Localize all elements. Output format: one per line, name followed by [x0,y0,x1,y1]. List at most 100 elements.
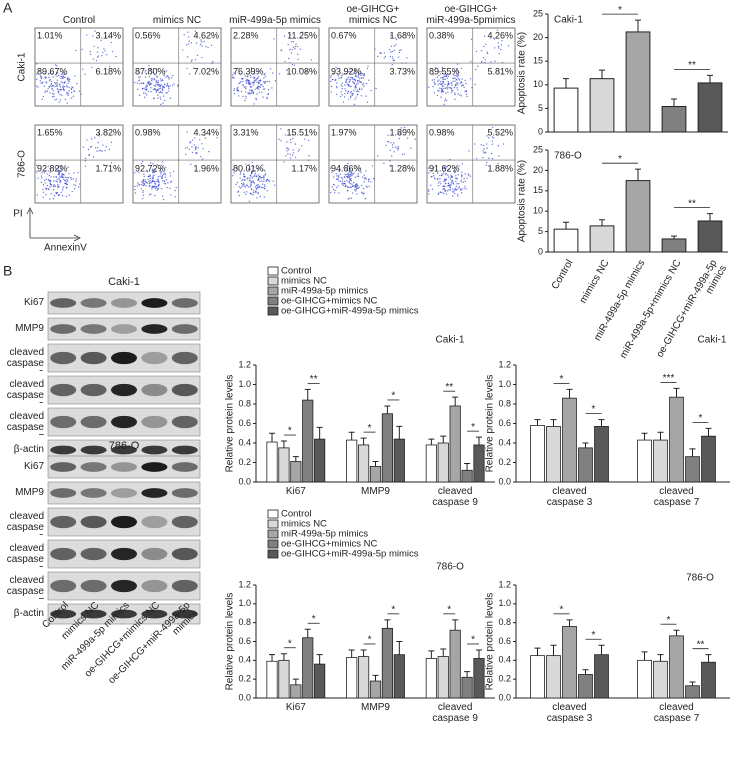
event-dot [260,176,263,179]
event-dot [84,160,87,162]
event-dot [257,71,260,73]
event-dot [497,41,499,44]
event-dot [161,176,164,179]
event-dot [442,170,445,172]
bar [437,442,449,483]
event-dot [497,145,500,147]
event-dot [347,175,350,177]
event-dot [187,43,190,45]
event-dot [432,73,435,76]
event-dot [257,178,260,181]
event-dot [383,52,386,54]
event-dot [253,170,255,172]
event-dot [187,31,189,33]
event-dot [247,168,250,170]
quadrant-value: 15.51% [286,127,317,137]
event-dot [350,186,353,188]
event-dot [261,91,263,93]
event-dot [250,92,252,95]
event-dot [330,91,333,93]
event-dot [242,84,244,86]
event-dot [445,87,447,89]
event-dot [156,75,158,77]
event-dot [347,84,350,86]
event-dot [336,82,338,84]
significance-label: * [471,635,475,646]
event-dot [280,128,282,130]
legend-label: miR-499a-5p mimics [281,529,368,540]
event-dot [349,79,352,81]
event-dot [440,91,443,93]
significance-label: * [391,604,395,615]
event-dot [55,72,58,74]
event-dot [253,80,255,83]
event-dot [350,180,353,182]
legend-swatch [267,296,279,306]
event-dot [366,101,369,104]
event-dot [460,95,463,97]
error-bar [673,387,680,398]
error-bar [563,221,569,230]
blot-band [171,515,198,529]
event-dot [101,150,103,152]
y-tick-label: 5 [538,226,543,236]
error-bar [566,388,573,399]
event-dot [454,83,457,86]
event-dot [203,134,206,136]
bar [393,438,405,483]
event-dot [352,173,354,176]
event-dot [42,196,44,198]
event-dot [451,82,453,84]
event-dot [442,81,445,84]
event-dot [45,188,48,190]
y-tick-label: 10 [533,206,543,216]
event-dot [357,82,359,84]
event-dot [56,178,58,181]
error-bar [440,648,447,657]
event-dot [208,150,210,153]
event-dot [153,97,155,99]
event-dot [245,163,247,165]
event-dot [65,183,67,185]
event-dot [348,181,350,184]
event-dot [73,90,75,92]
event-dot [454,166,456,169]
event-dot [337,75,339,77]
legend-label: mimics NC [281,519,327,530]
event-dot [343,73,345,75]
event-dot [330,191,332,194]
event-dot [341,183,343,185]
event-dot [361,88,363,90]
flow-plot [328,27,418,107]
bar [685,685,700,699]
event-dot [60,88,62,91]
event-dot [482,56,485,59]
event-dot [464,185,466,188]
event-dot [460,80,462,83]
event-dot [149,177,151,180]
event-dot [496,133,498,135]
event-dot [347,162,349,165]
y-tick-label: 1.0 [498,598,511,608]
event-dot [163,74,166,77]
event-dot [452,80,454,83]
event-dot [490,152,493,155]
event-dot [452,191,454,193]
event-dot [350,177,352,180]
event-dot [65,195,68,198]
event-dot [232,168,234,171]
blot-band [141,324,168,334]
event-dot [165,85,168,87]
significance-label: ** [688,60,696,71]
blot-band [80,547,107,561]
event-dot [361,184,363,187]
legend-swatch [267,519,279,529]
event-dot [389,55,392,58]
event-dot [482,150,484,152]
significance-label: * [391,391,395,402]
event-dot [446,190,449,192]
event-dot [142,180,144,182]
event-dot [258,91,260,93]
panel-label: A [3,0,13,16]
event-dot [153,185,156,187]
